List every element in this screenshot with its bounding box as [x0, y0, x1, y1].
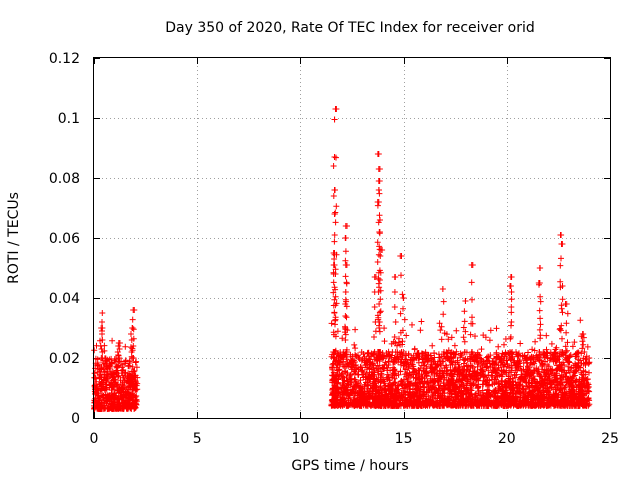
y-tick-label: 0 [71, 411, 80, 427]
y-tick-label: 0.04 [49, 291, 80, 307]
plot-frame [93, 57, 611, 419]
y-tick-label: 0.08 [49, 171, 80, 187]
grid [94, 58, 610, 418]
x-tick-label: 0 [90, 431, 99, 447]
y-tick-label: 0.12 [49, 51, 80, 67]
y-tick-labels: 0 0.02 0.04 0.06 0.08 0.1 0.12 [49, 51, 80, 427]
y-tick-label: 0.06 [49, 231, 80, 247]
x-tick-label: 20 [498, 431, 516, 447]
x-axis-label: GPS time / hours [291, 458, 408, 474]
x-tick-label: 15 [395, 431, 413, 447]
x-tick-label: 5 [193, 431, 202, 447]
y-axis-label: ROTI / TECUs [6, 192, 22, 284]
x-tick-label: 10 [291, 431, 309, 447]
chart-title: Day 350 of 2020, Rate Of TEC Index for r… [165, 20, 534, 36]
data-points [91, 106, 593, 412]
y-tick-label: 0.1 [58, 111, 80, 127]
y-tick-label: 0.02 [49, 351, 80, 367]
x-tick-label: 25 [601, 431, 619, 447]
x-tick-labels: 0 5 10 15 20 25 [90, 431, 619, 447]
roti-markers [91, 106, 593, 412]
